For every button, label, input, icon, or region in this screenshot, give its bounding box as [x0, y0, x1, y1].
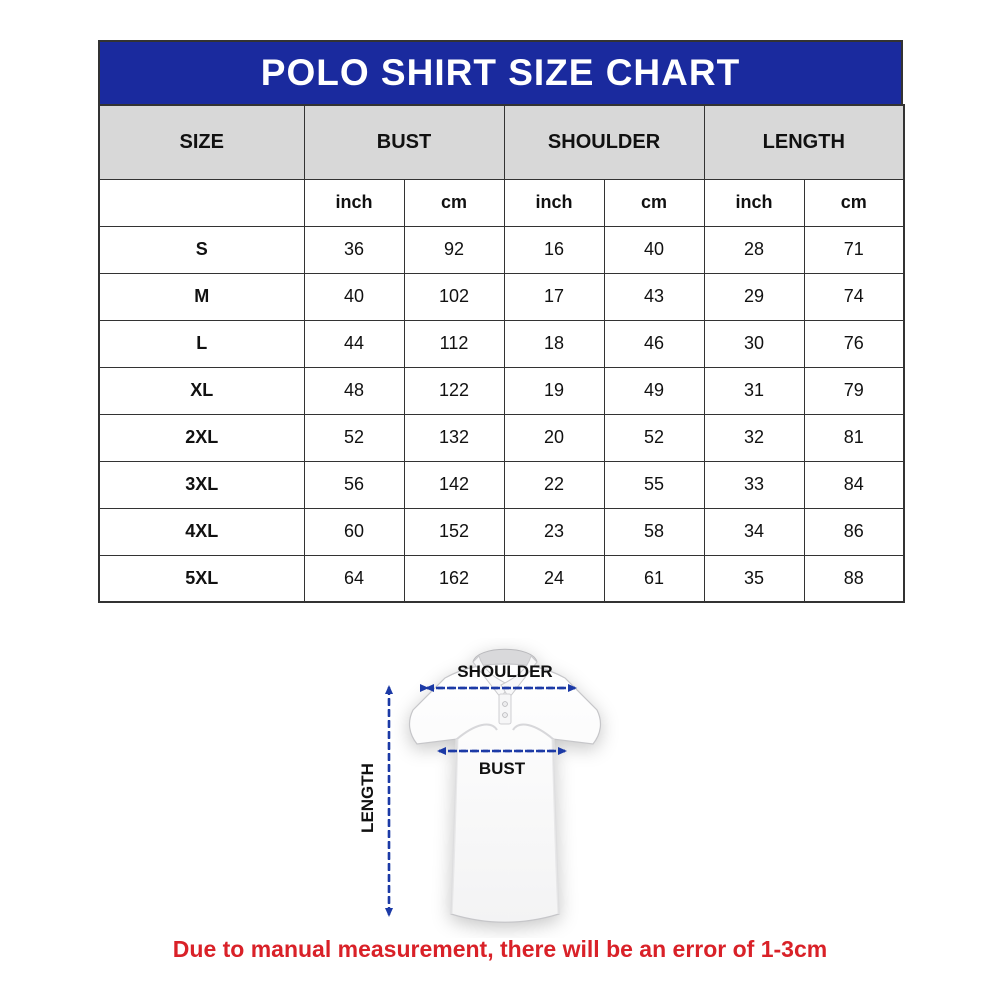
- measurement-cell: 86: [803, 507, 905, 556]
- size-chart-table: SIZE BUST SHOULDER LENGTH inch cm inch c…: [98, 104, 906, 603]
- measurement-cell: 49: [603, 366, 705, 415]
- table-row: M 40 102 17 43 29 74: [98, 272, 905, 321]
- button: [502, 712, 508, 718]
- unit-header-shoulder-cm: cm: [603, 178, 705, 227]
- measurement-cell: 92: [403, 225, 505, 274]
- measurement-cell: 84: [803, 460, 905, 509]
- table-row: XL 48 122 19 49 31 79: [98, 366, 905, 415]
- measurement-cell: 31: [703, 366, 805, 415]
- polo-shirt-shape: [408, 648, 602, 923]
- column-header-length: LENGTH: [703, 104, 905, 180]
- size-label-cell: 3XL: [98, 460, 305, 509]
- table-row: L 44 112 18 46 30 76: [98, 319, 905, 368]
- measurement-cell: 24: [503, 554, 605, 603]
- chart-title-bar: POLO SHIRT SIZE CHART: [98, 40, 903, 104]
- measurement-cell: 23: [503, 507, 605, 556]
- size-chart-body: S 36 92 16 40 28 71 M 40 102 17 43 29 74 L 44 112 18 46 30 7…: [98, 225, 905, 603]
- measurement-cell: 132: [403, 413, 505, 462]
- measurement-cell: 34: [703, 507, 805, 556]
- unit-header-bust-inch: inch: [303, 178, 405, 227]
- unit-header-empty: [98, 178, 305, 227]
- measurement-cell: 52: [603, 413, 705, 462]
- measurement-note: Due to manual measurement, there will be…: [172, 936, 828, 962]
- measurement-cell: 18: [503, 319, 605, 368]
- chart-title: POLO SHIRT SIZE CHART: [260, 52, 741, 93]
- column-header-bust: BUST: [303, 104, 505, 180]
- table-row: 2XL 52 132 20 52 32 81: [98, 413, 905, 462]
- measurement-cell: 46: [603, 319, 705, 368]
- table-row: 3XL 56 142 22 55 33 84: [98, 460, 905, 509]
- measurement-cell: 81: [803, 413, 905, 462]
- table-row: S 36 92 16 40 28 71: [98, 225, 905, 274]
- measurement-cell: 60: [303, 507, 405, 556]
- unit-header-shoulder-inch: inch: [503, 178, 605, 227]
- measurement-cell: 16: [503, 225, 605, 274]
- measurement-cell: 35: [703, 554, 805, 603]
- measurement-cell: 74: [803, 272, 905, 321]
- measurement-cell: 76: [803, 319, 905, 368]
- shoulder-label: SHOULDER: [457, 662, 552, 681]
- measurement-cell: 33: [703, 460, 805, 509]
- size-label-cell: 2XL: [98, 413, 305, 462]
- measurement-cell: 48: [303, 366, 405, 415]
- polo-shirt-diagram: SHOULDER BUST LENGTH: [345, 638, 655, 938]
- measurement-cell: 152: [403, 507, 505, 556]
- size-label-cell: XL: [98, 366, 305, 415]
- measurement-cell: 162: [403, 554, 505, 603]
- measurement-cell: 142: [403, 460, 505, 509]
- table-row: 5XL 64 162 24 61 35 88: [98, 554, 905, 603]
- measurement-cell: 122: [403, 366, 505, 415]
- unit-header-row: inch cm inch cm inch cm: [98, 178, 905, 227]
- measurement-cell: 17: [503, 272, 605, 321]
- measurement-cell: 56: [303, 460, 405, 509]
- measurement-cell: 29: [703, 272, 805, 321]
- length-label: LENGTH: [358, 763, 377, 833]
- measurement-cell: 30: [703, 319, 805, 368]
- measurement-cell: 44: [303, 319, 405, 368]
- bust-label: BUST: [479, 759, 526, 778]
- size-label-cell: M: [98, 272, 305, 321]
- measurement-cell: 71: [803, 225, 905, 274]
- unit-header-bust-cm: cm: [403, 178, 505, 227]
- size-chart: POLO SHIRT SIZE CHART SIZE BUST SHOULDER…: [98, 40, 906, 603]
- size-label-cell: S: [98, 225, 305, 274]
- measurement-cell: 22: [503, 460, 605, 509]
- group-header-row: SIZE BUST SHOULDER LENGTH: [98, 104, 905, 180]
- unit-header-length-cm: cm: [803, 178, 905, 227]
- measurement-cell: 40: [303, 272, 405, 321]
- measurement-cell: 102: [403, 272, 505, 321]
- column-header-size: SIZE: [98, 104, 305, 180]
- measurement-cell: 61: [603, 554, 705, 603]
- measurement-cell: 36: [303, 225, 405, 274]
- measurement-cell: 88: [803, 554, 905, 603]
- placket: [498, 693, 512, 725]
- button: [502, 701, 508, 707]
- measurement-cell: 28: [703, 225, 805, 274]
- table-row: 4XL 60 152 23 58 34 86: [98, 507, 905, 556]
- size-label-cell: L: [98, 319, 305, 368]
- size-label-cell: 4XL: [98, 507, 305, 556]
- unit-header-length-inch: inch: [703, 178, 805, 227]
- measurement-cell: 55: [603, 460, 705, 509]
- size-label-cell: 5XL: [98, 554, 305, 603]
- measurement-cell: 112: [403, 319, 505, 368]
- measurement-cell: 20: [503, 413, 605, 462]
- measurement-cell: 79: [803, 366, 905, 415]
- measurement-cell: 52: [303, 413, 405, 462]
- measurement-cell: 32: [703, 413, 805, 462]
- measurement-cell: 64: [303, 554, 405, 603]
- column-header-shoulder: SHOULDER: [503, 104, 705, 180]
- polo-shirt-illustration: SHOULDER BUST LENGTH: [358, 648, 602, 923]
- measurement-cell: 19: [503, 366, 605, 415]
- measurement-cell: 58: [603, 507, 705, 556]
- measurement-cell: 43: [603, 272, 705, 321]
- measurement-cell: 40: [603, 225, 705, 274]
